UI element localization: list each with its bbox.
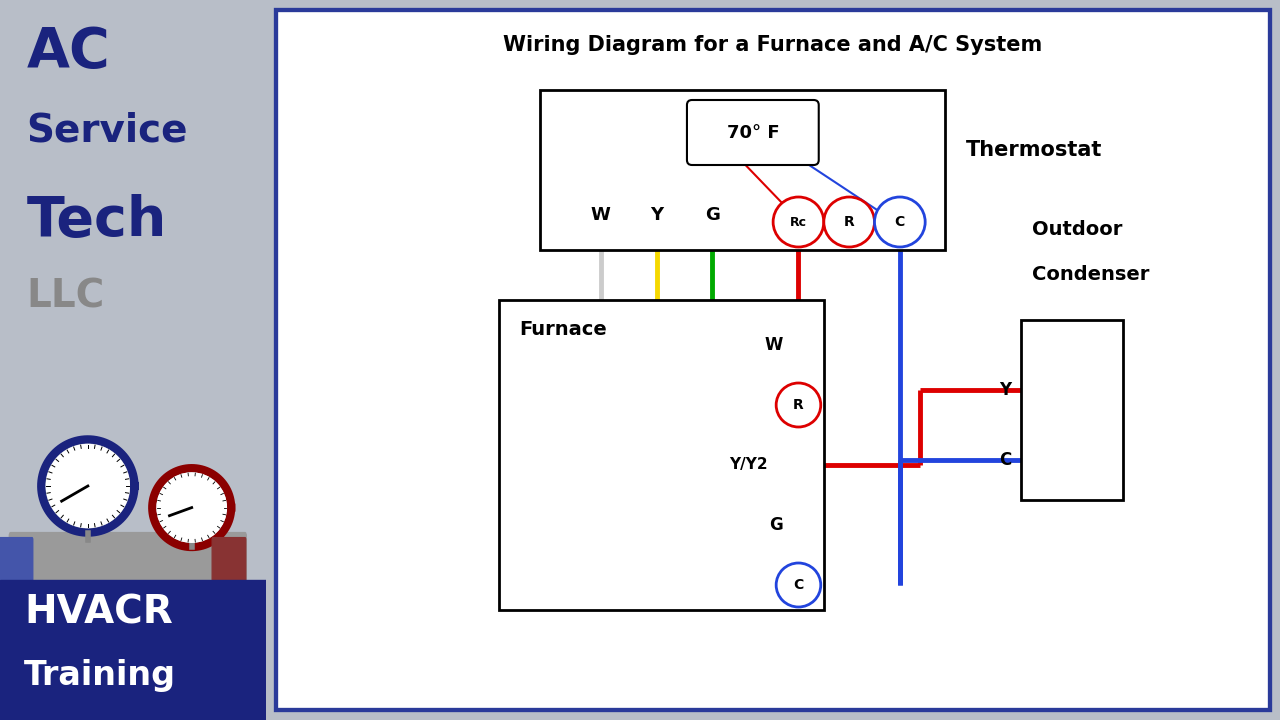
Text: G: G [769,516,783,534]
Ellipse shape [157,473,227,542]
Circle shape [776,563,820,607]
Text: Thermostat: Thermostat [965,140,1102,160]
FancyBboxPatch shape [0,538,33,582]
Circle shape [773,197,824,247]
Text: R: R [844,215,855,229]
Text: C: C [1000,451,1011,469]
Text: W: W [591,206,611,224]
Text: Tech: Tech [27,194,166,248]
FancyBboxPatch shape [499,300,824,610]
Text: Y/Y2: Y/Y2 [730,457,768,472]
Circle shape [776,383,820,427]
FancyBboxPatch shape [9,533,246,583]
Circle shape [874,197,925,247]
FancyBboxPatch shape [212,538,246,582]
FancyBboxPatch shape [276,10,1270,710]
Text: Outdoor: Outdoor [1032,220,1123,239]
FancyBboxPatch shape [540,90,946,250]
Text: R: R [794,398,804,412]
Text: C: C [895,215,905,229]
Text: Furnace: Furnace [520,320,608,339]
Text: Service: Service [27,112,188,150]
Text: Wiring Diagram for a Furnace and A/C System: Wiring Diagram for a Furnace and A/C Sys… [503,35,1043,55]
Text: AC: AC [27,25,110,79]
Text: 70° F: 70° F [727,124,780,142]
Bar [0,580,266,720]
Text: LLC: LLC [27,277,105,315]
Text: G: G [705,206,719,224]
Text: Rc: Rc [790,215,806,228]
Text: HVACR: HVACR [24,594,173,632]
Text: W: W [765,336,783,354]
Text: Training: Training [24,659,175,692]
Text: Condenser: Condenser [1032,265,1149,284]
FancyBboxPatch shape [1021,320,1123,500]
Text: Y: Y [650,206,663,224]
Ellipse shape [46,444,129,528]
FancyBboxPatch shape [687,100,819,165]
Circle shape [824,197,874,247]
Text: Y: Y [1000,381,1011,399]
Text: C: C [794,578,804,592]
